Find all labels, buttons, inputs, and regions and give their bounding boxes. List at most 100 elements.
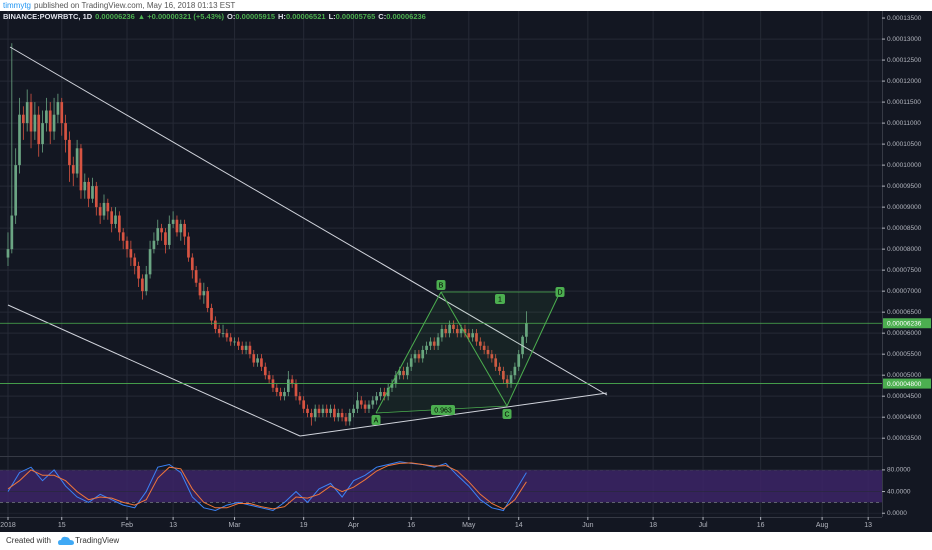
- ohlc-value: 0.00006236: [386, 12, 426, 21]
- candle-body: [329, 408, 332, 413]
- candle-body: [425, 345, 428, 350]
- y-tick-label: 0.00009000: [887, 204, 922, 211]
- candle-body: [459, 328, 463, 334]
- candle-body: [175, 219, 179, 233]
- candle-body: [455, 328, 459, 334]
- candle-body: [436, 337, 440, 346]
- trend-line: [9, 46, 608, 396]
- candle-body: [348, 412, 352, 422]
- candle-body: [363, 404, 367, 409]
- candle-body: [45, 110, 48, 124]
- candle-body: [448, 324, 451, 334]
- candle-body: [87, 181, 90, 199]
- ratio-label: 0.963: [434, 407, 452, 414]
- candle-body: [382, 391, 386, 397]
- candle-body: [110, 211, 114, 224]
- y-tick-label: 0.00006500: [887, 309, 922, 316]
- candle-body: [356, 400, 359, 409]
- author[interactable]: timmytg: [3, 1, 31, 10]
- symbol: BINANCE:POWRBTC, 1D: [3, 12, 93, 21]
- candle-body: [190, 257, 194, 271]
- ohlc-label: H:: [278, 12, 286, 21]
- candle-body: [25, 102, 29, 124]
- x-tick-label: Jun: [582, 522, 593, 529]
- candle-body: [386, 387, 390, 397]
- footer: Created with TradingView: [6, 535, 119, 547]
- y-tick-label: 0.00010500: [887, 141, 922, 148]
- candle-body: [344, 417, 348, 422]
- stoch-tick-label: 80.0000: [887, 467, 911, 474]
- candle-body: [202, 291, 206, 296]
- candle-body: [148, 249, 152, 275]
- y-tick-label: 0.00005000: [887, 372, 922, 379]
- candle-body: [256, 358, 259, 363]
- trend-line: [7, 304, 301, 437]
- candle-body: [478, 341, 482, 346]
- candle-body: [233, 341, 236, 343]
- x-tick-label: 18: [649, 522, 657, 529]
- symbol-legend: BINANCE:POWRBTC, 1D 0.00006236 ▲ +0.000003…: [3, 12, 426, 22]
- y-tick-label: 0.00006000: [887, 330, 922, 337]
- x-tick-label: Aug: [816, 522, 829, 529]
- change: ▲ +0.00000321 (+5.43%): [137, 12, 225, 21]
- ohlc-value: 0.00005765: [335, 12, 376, 21]
- candle-body: [102, 202, 106, 216]
- pattern-leg: [506, 291, 561, 407]
- candle-body: [494, 358, 498, 367]
- candle-body: [6, 249, 10, 258]
- candle-body: [91, 186, 94, 199]
- last-price: 0.00006236: [95, 12, 135, 21]
- candle-body: [214, 320, 217, 329]
- candle-body: [502, 370, 505, 380]
- candle-body: [402, 370, 405, 376]
- candle-body: [471, 333, 474, 338]
- candle-body: [133, 257, 137, 266]
- candle-body: [106, 202, 110, 212]
- candle-body: [302, 400, 306, 409]
- pattern-point-box: [436, 280, 446, 290]
- candle-body: [379, 391, 382, 397]
- pattern-point-box: [502, 409, 512, 419]
- y-tick-label: 0.00007000: [887, 288, 922, 295]
- time-axis: [0, 517, 882, 532]
- candle-body: [18, 114, 21, 166]
- candle-body: [121, 232, 125, 241]
- x-tick-label: 19: [300, 522, 308, 529]
- candle-body: [467, 333, 471, 338]
- candle-body: [352, 408, 355, 413]
- candle-body: [490, 354, 494, 359]
- ratio-label: 1: [498, 296, 502, 303]
- y-tick-label: 0.00003500: [887, 435, 922, 442]
- ohlc-value: 0.00005915: [235, 12, 276, 21]
- candle-body: [517, 354, 521, 367]
- published: published on TradingView.com, May 16, 20…: [34, 1, 236, 10]
- y-tick-label: 0.00005500: [887, 351, 922, 358]
- brand[interactable]: TradingView: [75, 536, 120, 545]
- candle-body: [298, 396, 302, 401]
- candle-body: [229, 337, 233, 342]
- candle-body: [417, 354, 421, 359]
- candle-body: [421, 349, 425, 359]
- pattern-point-label: A: [374, 417, 379, 424]
- candle-body: [52, 114, 56, 132]
- x-tick-label: Jul: [699, 522, 708, 529]
- candle-body: [406, 366, 409, 376]
- candle-body: [310, 412, 313, 418]
- candle-body: [475, 333, 478, 342]
- candle-body: [225, 333, 229, 338]
- candle-body: [463, 328, 467, 334]
- candle-body: [198, 282, 202, 296]
- candle-body: [37, 114, 41, 145]
- x-tick-label: Mar: [229, 522, 242, 529]
- ohlc-value: 0.00006521: [285, 12, 326, 21]
- y-tick-label: 0.00012500: [887, 57, 922, 64]
- candle-body: [33, 114, 37, 132]
- candle-body: [48, 110, 52, 132]
- x-tick-label: 16: [407, 522, 415, 529]
- ohlc: O:0.00005915 H:0.00006521 L:0.00005765 C:0.…: [224, 12, 426, 21]
- candle-body: [413, 354, 417, 359]
- created-with: Created with: [6, 536, 51, 545]
- candle-body: [118, 215, 121, 233]
- candle-body: [336, 412, 340, 418]
- stoch-tick-label: 0.0000: [887, 510, 907, 517]
